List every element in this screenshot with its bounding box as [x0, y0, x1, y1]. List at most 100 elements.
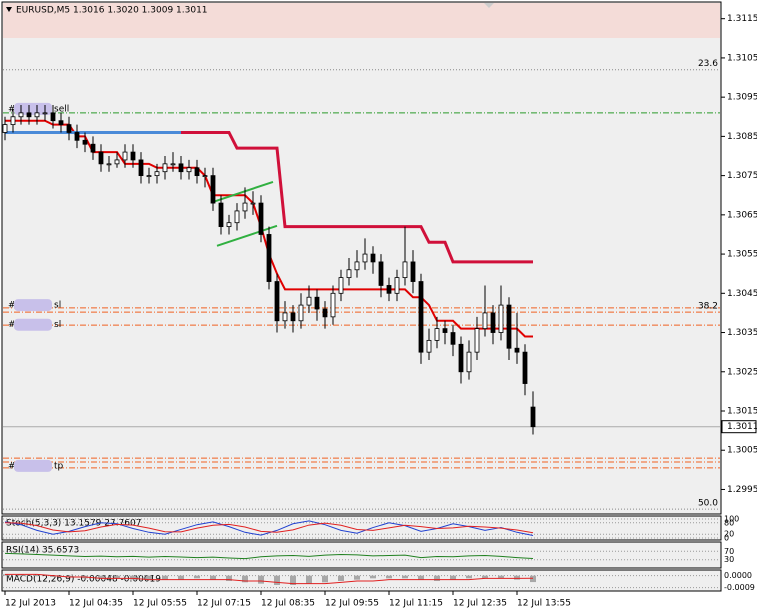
- x-tick-label: 12 Jul 13:55: [517, 599, 571, 609]
- candle-body: [314, 296, 320, 310]
- macd-bar: [322, 575, 328, 583]
- macd-bar: [98, 575, 104, 579]
- y-tick-label: 1.3015: [727, 407, 757, 417]
- candle-body: [2, 124, 8, 133]
- sub-tick-label: 100: [724, 515, 739, 524]
- candle-body: [290, 312, 296, 322]
- macd-bar: [482, 575, 488, 579]
- candle-body: [370, 253, 376, 263]
- sub-tick-label: 70: [724, 547, 734, 556]
- trade-label-blur: [14, 102, 52, 115]
- level-label: 38.2: [698, 302, 718, 312]
- x-tick-label: 12 Jul 07:15: [197, 599, 251, 609]
- trade-label: sl: [54, 320, 61, 330]
- x-tick-label: 12 Jul 05:55: [133, 599, 187, 609]
- trade-label-prefix: #: [8, 461, 16, 471]
- sub-tick-label: 30: [724, 555, 734, 564]
- candle-body: [522, 351, 528, 384]
- trade-label-blur: [14, 459, 52, 472]
- macd-bar: [242, 575, 248, 583]
- level-label: 50.0: [698, 499, 718, 509]
- macd-bar: [130, 575, 136, 580]
- y-tick-label: 1.3055: [727, 250, 757, 260]
- y-tick-label: 1.3095: [727, 93, 757, 103]
- candle-body: [530, 406, 536, 428]
- current-price-label: 1.3011: [727, 422, 757, 432]
- candle-body: [466, 351, 472, 373]
- candle-body: [442, 328, 448, 333]
- candle-body: [418, 281, 424, 353]
- trade-label-prefix: #: [8, 301, 16, 311]
- candle-body: [234, 210, 240, 224]
- candle-body: [90, 143, 96, 153]
- candle-body: [498, 304, 504, 333]
- macd-bar: [514, 575, 520, 580]
- y-tick-label: 1.3045: [727, 289, 757, 299]
- y-tick-label: 1.3075: [727, 171, 757, 181]
- macd-bar: [434, 575, 440, 581]
- x-tick-label: 12 Jul 12:35: [453, 599, 507, 609]
- macd-bar: [354, 575, 360, 580]
- trade-label: tp: [54, 461, 64, 471]
- candle-body: [266, 234, 272, 282]
- candle-body: [362, 253, 368, 263]
- trade-label-blur: [14, 299, 52, 312]
- macd-bar: [498, 575, 504, 579]
- indicator-line: [216, 224, 278, 247]
- candle-body: [330, 292, 336, 318]
- candle-body: [98, 151, 104, 165]
- macd-bar: [114, 575, 120, 579]
- y-tick-label: 1.3065: [727, 210, 757, 220]
- scroll-marker: [484, 3, 494, 8]
- candle-body: [426, 339, 432, 353]
- sub-tick-label: 80: [724, 518, 734, 527]
- stoch-title: Stoch(5,3,3) 13.1579 27.7607: [6, 519, 141, 529]
- x-tick-label: 12 Jul 08:35: [261, 599, 315, 609]
- candle-body: [306, 296, 312, 306]
- candle-body: [82, 139, 88, 145]
- indicator-line: [212, 180, 274, 203]
- chart-title: EURUSD,M5 1.3016 1.3020 1.3009 1.3011: [16, 6, 208, 16]
- macd-bar: [450, 575, 456, 580]
- candle-body: [258, 202, 264, 235]
- candle-body: [434, 328, 440, 341]
- candle-body: [58, 120, 64, 126]
- candle-body: [218, 202, 224, 228]
- macd-bar: [146, 575, 152, 580]
- candle-body: [154, 171, 160, 177]
- candle-body: [210, 175, 216, 204]
- candle-body: [66, 124, 72, 133]
- candle-body: [298, 304, 304, 322]
- macd-bar: [418, 575, 424, 580]
- current-price-box: [721, 420, 757, 434]
- candle-body: [186, 167, 192, 173]
- x-tick-label: 12 Jul 11:15: [389, 599, 443, 609]
- candle-body: [114, 159, 120, 165]
- indicator-line: [181, 130, 533, 264]
- macd-title: MACD(12,26,9) -0.00048 -0.00019: [6, 575, 161, 585]
- x-tick-label: 12 Jul 09:55: [325, 599, 379, 609]
- candle-body: [162, 163, 168, 173]
- trade-label: sell: [54, 104, 69, 114]
- candle-body: [34, 112, 40, 118]
- x-tick-label: 12 Jul 04:35: [69, 599, 123, 609]
- candle-body: [450, 332, 456, 345]
- candle-body: [458, 343, 464, 373]
- trade-label-prefix: #: [8, 320, 16, 330]
- candle-body: [178, 163, 184, 173]
- macd-bar: [258, 575, 264, 584]
- main-panel: [1, 1, 722, 515]
- candle-body: [202, 175, 208, 178]
- candle-body: [410, 261, 416, 282]
- macd-bar: [338, 575, 344, 581]
- y-tick-label: 1.3035: [727, 328, 757, 338]
- macd-bar: [34, 575, 40, 577]
- macd-bar: [2, 574, 8, 576]
- candle-body: [274, 281, 280, 322]
- candle-body: [194, 167, 200, 177]
- macd-bar: [466, 575, 472, 579]
- candle-body: [378, 261, 384, 286]
- x-tick-label: 12 Jul 2013: [5, 599, 56, 609]
- candle-body: [130, 151, 136, 161]
